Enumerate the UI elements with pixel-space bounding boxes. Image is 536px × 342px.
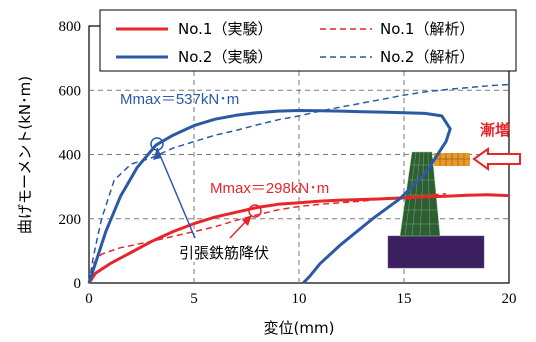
x-tick-label: 5 bbox=[190, 291, 198, 307]
svg-text:No.2（解析）: No.2（解析） bbox=[380, 48, 474, 66]
x-tick-label: 10 bbox=[292, 291, 307, 307]
x-tick-label: 20 bbox=[502, 291, 517, 307]
y-tick-label: 800 bbox=[59, 19, 82, 35]
series-line-2 bbox=[87, 109, 452, 285]
legend: No.1（実験） No.1（解析） No.2（実験） No.2（解析） bbox=[99, 9, 517, 72]
legend-item-no1-ana: No.1（解析） bbox=[320, 20, 474, 38]
grid bbox=[89, 26, 509, 283]
y-tick-label: 200 bbox=[59, 212, 82, 228]
legend-item-no1-exp: No.1（実験） bbox=[116, 20, 272, 38]
svg-text:No.1（実験）: No.1（実験） bbox=[178, 20, 272, 38]
mmax-no1-label: Mmax＝298kN･m bbox=[210, 180, 329, 197]
x-tick-label: 0 bbox=[85, 291, 93, 307]
y-tick-label: 0 bbox=[74, 276, 82, 292]
y-tick-label: 400 bbox=[59, 148, 82, 164]
y-axis-label: 曲げモーメント(kN･m) bbox=[16, 76, 34, 234]
x-tick-label: 15 bbox=[397, 291, 412, 307]
yield-annotation: 引張鉄筋降伏 bbox=[150, 137, 280, 262]
series-line-3 bbox=[88, 83, 510, 284]
svg-text:No.2（実験）: No.2（実験） bbox=[178, 48, 272, 66]
load-label: 漸増 bbox=[480, 121, 510, 139]
legend-item-no2-ana: No.2（解析） bbox=[320, 48, 474, 66]
yield-label: 引張鉄筋降伏 bbox=[179, 245, 269, 262]
fem-model-figure bbox=[387, 151, 485, 269]
series-line-1 bbox=[88, 192, 447, 284]
series-lines bbox=[87, 83, 510, 285]
mmax-no2-label: Mmax＝537kN･m bbox=[120, 91, 239, 108]
yield-marker-no1 bbox=[248, 204, 262, 218]
series-line-0 bbox=[87, 193, 510, 284]
y-tick-label: 600 bbox=[59, 83, 82, 99]
legend-item-no2-exp: No.2（実験） bbox=[116, 48, 272, 66]
load-arrow-icon bbox=[472, 147, 521, 171]
svg-text:No.1（解析）: No.1（解析） bbox=[380, 20, 474, 38]
x-axis-label: 変位(mm) bbox=[264, 319, 335, 337]
